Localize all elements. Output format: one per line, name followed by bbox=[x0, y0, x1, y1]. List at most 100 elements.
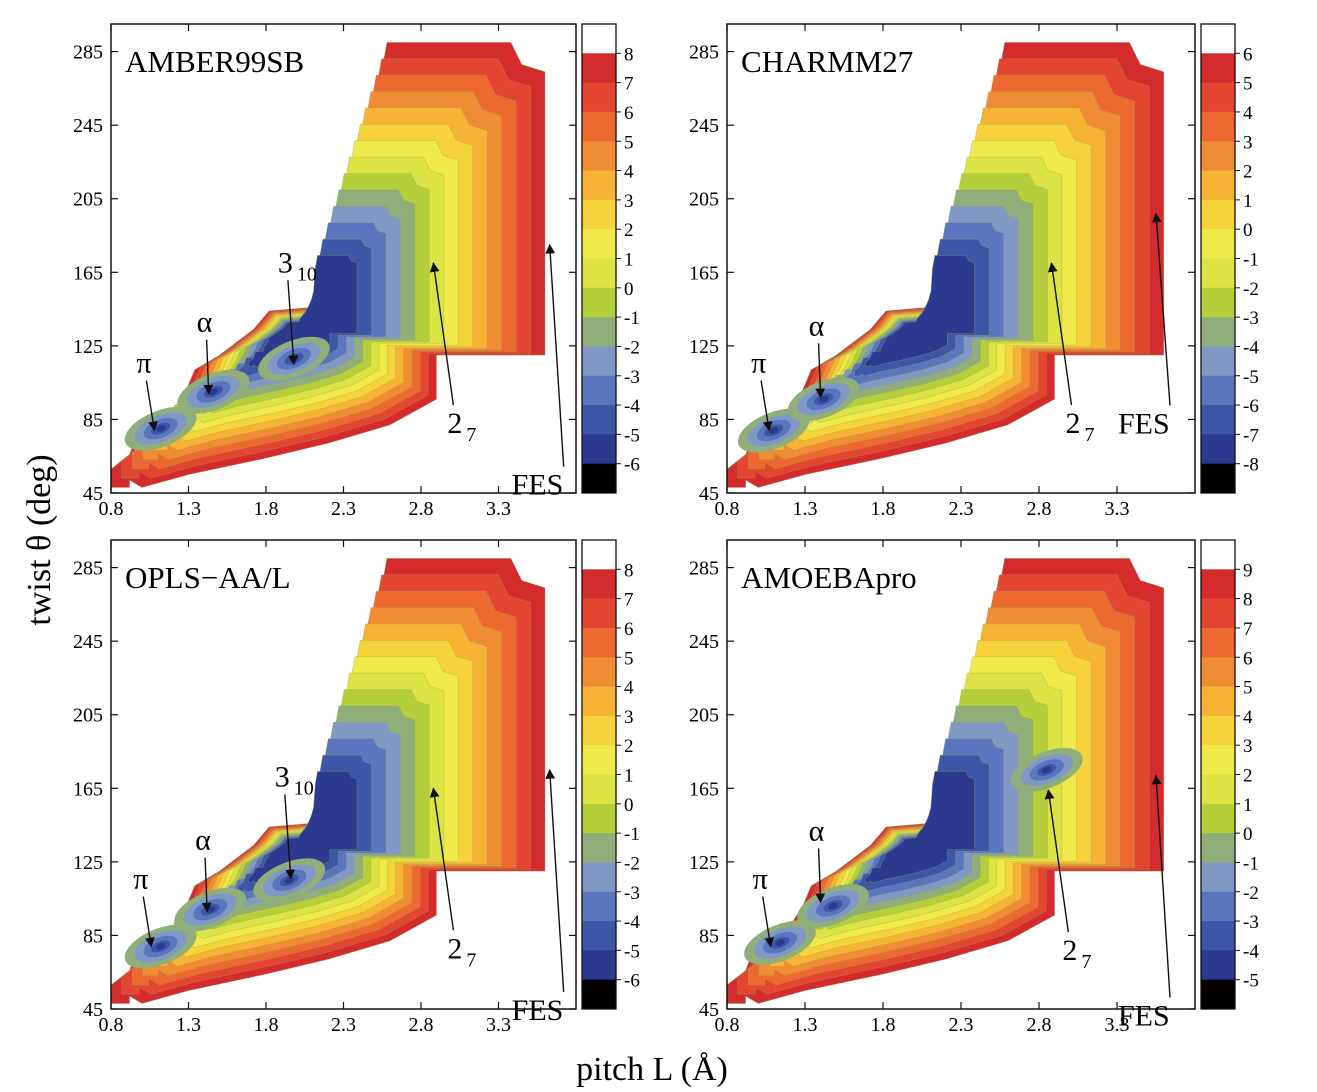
colorbar-tick-label: 2 bbox=[1243, 162, 1253, 183]
colorbar-tick-label: -3 bbox=[624, 883, 640, 904]
panel-title: CHARMM27 bbox=[741, 44, 913, 79]
annotation-label: α bbox=[197, 306, 213, 339]
colorbar-swatch bbox=[582, 287, 616, 318]
annotation-arrow bbox=[284, 794, 296, 880]
annotation-arrow bbox=[145, 380, 158, 432]
colorbar-swatch bbox=[1201, 921, 1235, 951]
annotation-arrow bbox=[429, 787, 455, 931]
colorbar-swatch bbox=[1201, 833, 1235, 863]
colorbar-swatch bbox=[582, 405, 616, 435]
x-tick-label: 0.8 bbox=[715, 498, 740, 520]
colorbar-tick-label: 3 bbox=[624, 707, 634, 728]
annotation-label: FES bbox=[1118, 999, 1170, 1032]
x-tick-label: 2.8 bbox=[1027, 1014, 1052, 1036]
colorbar-tick-label: 0 bbox=[1243, 220, 1253, 241]
colorbar-swatch bbox=[582, 862, 616, 893]
x-tick-label: 0.8 bbox=[715, 1014, 740, 1036]
panel-title: AMOEBApro bbox=[741, 560, 917, 595]
x-tick-label: 2.3 bbox=[949, 498, 974, 520]
colorbar-tick-label: 5 bbox=[624, 132, 634, 153]
colorbar-tick-label: 2 bbox=[1243, 766, 1253, 787]
x-tick-label: 2.8 bbox=[1027, 498, 1052, 520]
annotation-label: π bbox=[751, 346, 766, 379]
x-tick-label: 1.3 bbox=[176, 1014, 201, 1036]
annotation-label: α bbox=[809, 814, 825, 847]
colorbar-tick-label: 4 bbox=[1243, 103, 1253, 124]
x-tick-label: 0.8 bbox=[99, 1014, 124, 1036]
x-tick-label: 1.3 bbox=[793, 498, 818, 520]
colorbar-swatch bbox=[582, 170, 616, 201]
colorbar-tick-label: 7 bbox=[624, 74, 634, 95]
colorbar-swatch bbox=[1201, 111, 1235, 142]
colorbar-tick-label: 7 bbox=[624, 590, 634, 611]
colorbar-swatch bbox=[1201, 715, 1235, 746]
annotation-arrow bbox=[1151, 774, 1171, 998]
colorbar-tick-label: -5 bbox=[1243, 367, 1259, 388]
annotation-arrow bbox=[429, 262, 455, 406]
colorbar-tick-label: 4 bbox=[1243, 707, 1253, 728]
colorbar-tick-label: 8 bbox=[1243, 590, 1253, 611]
colorbar-tick-label: 6 bbox=[1243, 44, 1253, 65]
colorbar-swatch bbox=[1201, 950, 1235, 981]
colorbar-tick-label: -6 bbox=[624, 971, 640, 992]
colorbar-tick-label: -2 bbox=[1243, 279, 1259, 300]
colorbar-tick-label: 1 bbox=[1243, 191, 1253, 212]
y-tick-label: 125 bbox=[73, 336, 103, 358]
y-tick-label: 205 bbox=[73, 705, 103, 727]
colorbar-swatch bbox=[1201, 598, 1235, 629]
colorbar-swatch bbox=[582, 598, 616, 629]
y-tick-label: 245 bbox=[73, 631, 103, 653]
colorbar-tick-label: 4 bbox=[624, 162, 634, 183]
colorbar-tick-label: 0 bbox=[624, 279, 634, 300]
colorbar-tick-label: 9 bbox=[1243, 560, 1253, 581]
colorbar-tick-label: 2 bbox=[624, 220, 634, 241]
energy-minimum bbox=[155, 943, 166, 950]
colorbar-swatch bbox=[582, 111, 616, 142]
y-tick-label: 245 bbox=[689, 115, 719, 137]
annotation-arrow bbox=[815, 343, 826, 399]
y-tick-label: 45 bbox=[83, 999, 103, 1021]
x-tick-label: 1.3 bbox=[793, 1014, 818, 1036]
y-tick-label: 45 bbox=[83, 483, 103, 505]
annotation-arrow bbox=[1151, 212, 1171, 406]
colorbar-swatch bbox=[582, 346, 616, 377]
colorbar-swatch bbox=[1201, 53, 1235, 84]
colorbar-tick-label: -4 bbox=[1243, 337, 1259, 358]
colorbar-tick-label: -2 bbox=[624, 853, 640, 874]
colorbar-swatch bbox=[582, 434, 616, 465]
x-tick-label: 2.8 bbox=[409, 1014, 434, 1036]
x-tick-label: 1.8 bbox=[254, 1014, 279, 1036]
colorbar-swatch bbox=[1201, 657, 1235, 688]
annotation-arrow bbox=[815, 848, 826, 904]
colorbar-swatch bbox=[1201, 891, 1235, 922]
colorbar-swatch bbox=[1201, 803, 1235, 834]
x-tick-label: 1.8 bbox=[254, 498, 279, 520]
colorbar-swatch bbox=[582, 950, 616, 981]
annotation-label: π bbox=[753, 862, 768, 895]
x-tick-label: 3.3 bbox=[1105, 498, 1130, 520]
colorbar-swatch bbox=[582, 258, 616, 289]
colorbar-tick-label: 5 bbox=[1243, 678, 1253, 699]
colorbar-swatch bbox=[1201, 540, 1235, 570]
x-tick-label: 3.3 bbox=[1105, 1014, 1130, 1036]
x-tick-label: 2.3 bbox=[949, 1014, 974, 1036]
colorbar-tick-label: 1 bbox=[624, 250, 634, 271]
y-tick-label: 165 bbox=[689, 778, 719, 800]
colorbar-tick-label: 5 bbox=[624, 648, 634, 669]
colorbar-swatch bbox=[582, 53, 616, 84]
colorbar: 6 5 4 3 2 1 0 -1 -2 -3 -4 -5 -6 -7 -8 bbox=[1200, 23, 1259, 494]
energy-minimum bbox=[1042, 766, 1052, 774]
annotation-label: α bbox=[195, 824, 211, 857]
colorbar-swatch bbox=[1201, 229, 1235, 259]
contour-field bbox=[727, 540, 1195, 1009]
y-tick-label: 245 bbox=[689, 631, 719, 653]
colorbar-swatch bbox=[582, 463, 616, 494]
colorbar-swatch bbox=[1201, 627, 1235, 658]
colorbar-tick-label: 6 bbox=[624, 103, 634, 124]
colorbar-swatch bbox=[582, 569, 616, 600]
x-tick-label: 0.8 bbox=[99, 498, 124, 520]
annotation-arrow bbox=[142, 896, 155, 948]
annotation-arrow bbox=[287, 280, 299, 366]
colorbar-swatch bbox=[582, 229, 616, 259]
